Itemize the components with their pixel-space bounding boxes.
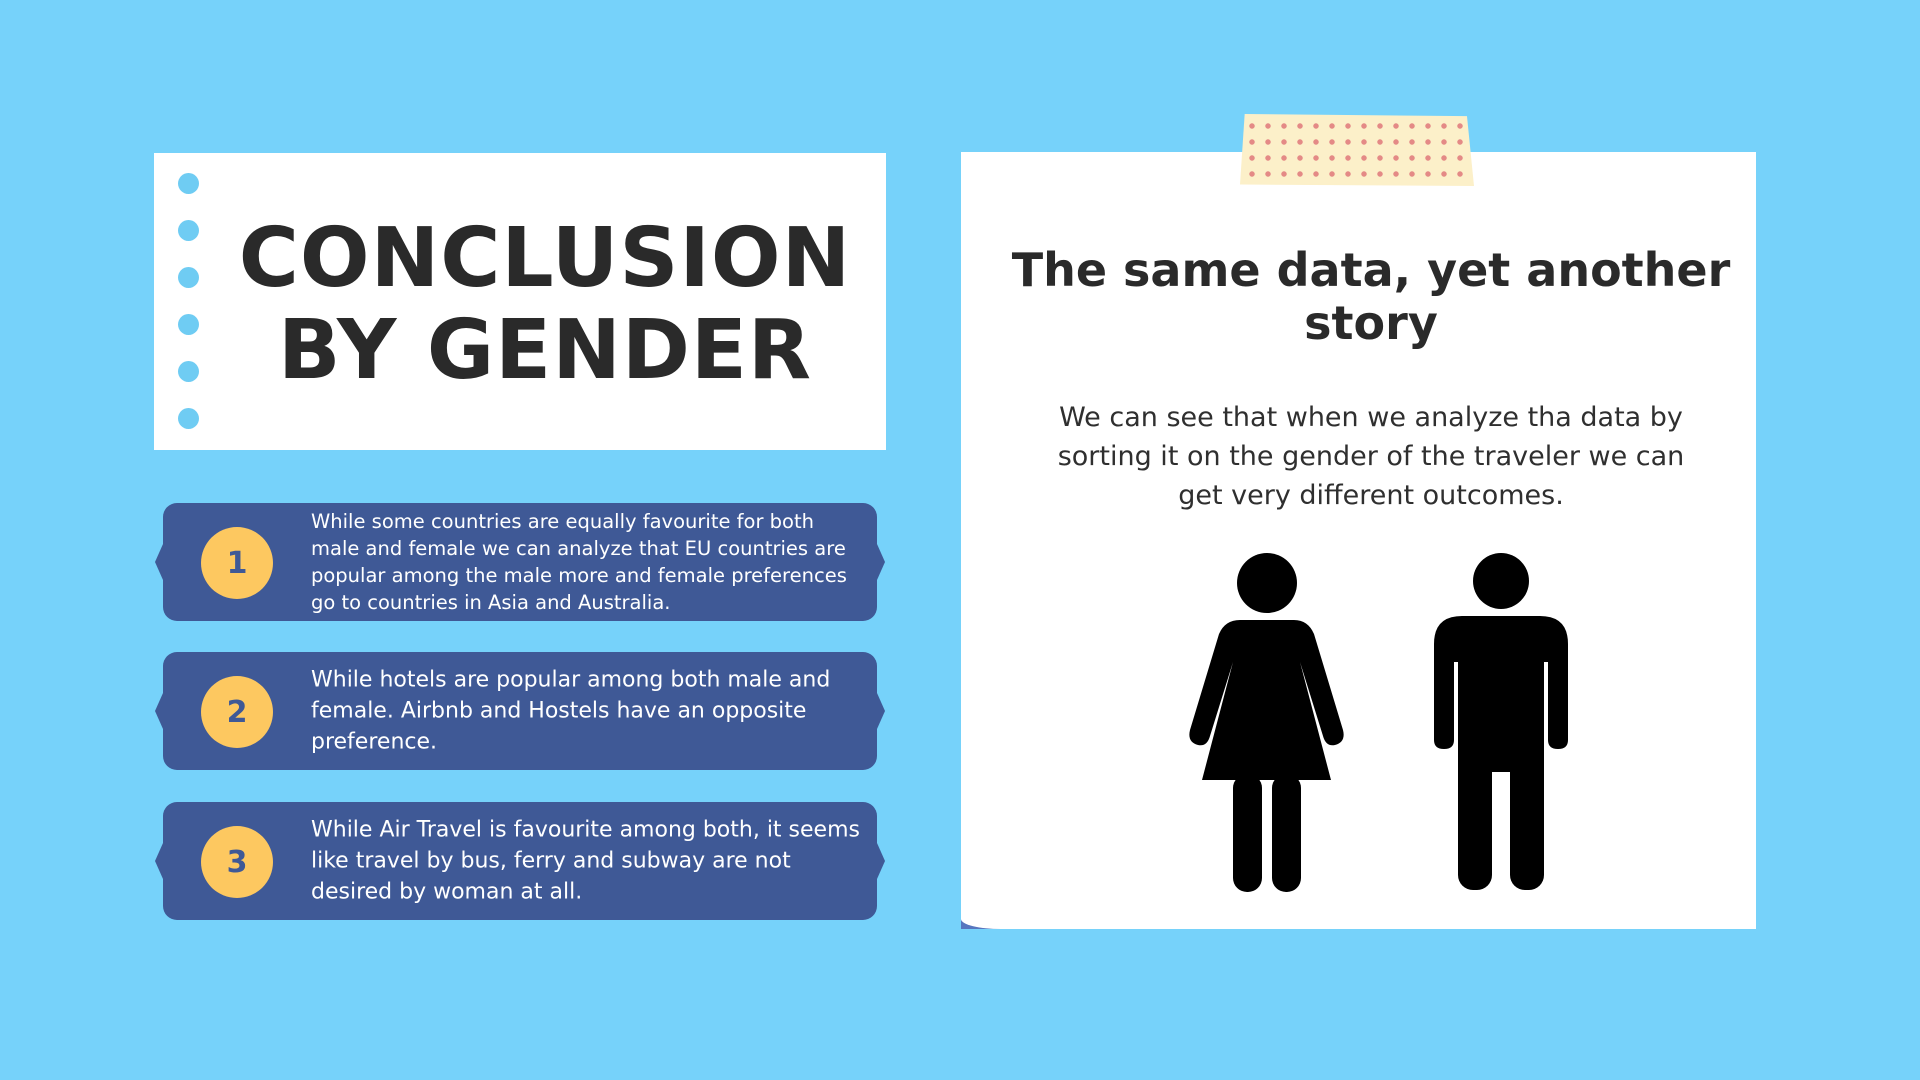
binder-dots <box>178 173 202 455</box>
binder-dot <box>178 314 199 335</box>
page-title: CONCLUSION BY GENDER <box>214 213 876 397</box>
female-figure-icon <box>1189 553 1344 892</box>
conclusion-point-2: 2 While hotels are popular among both ma… <box>163 652 877 770</box>
binder-dot <box>178 408 199 429</box>
number-badge: 2 <box>201 676 273 748</box>
point-text: While hotels are popular among both male… <box>311 667 831 755</box>
point-text: While some countries are equally favouri… <box>311 510 847 614</box>
binder-dot <box>178 173 199 194</box>
binder-dot <box>178 267 199 288</box>
binder-dot <box>178 361 199 382</box>
conclusion-point-3: 3 While Air Travel is favourite among bo… <box>163 802 877 920</box>
title-line-1: CONCLUSION <box>238 211 852 306</box>
binder-dot <box>178 220 199 241</box>
male-figure-icon <box>1434 553 1568 890</box>
number-badge: 3 <box>201 826 273 898</box>
number-badge: 1 <box>201 527 273 599</box>
note-card <box>961 152 1756 929</box>
point-text: While Air Travel is favourite among both… <box>311 817 860 905</box>
note-body: We can see that when we analyze tha data… <box>1057 402 1685 511</box>
tape-strip <box>1240 114 1474 186</box>
title-line-2: BY GENDER <box>277 303 813 398</box>
conclusion-point-1: 1 While some countries are equally favou… <box>163 503 877 621</box>
title-card: CONCLUSION BY GENDER <box>154 153 886 450</box>
note-heading: The same data, yet another story <box>1011 243 1731 350</box>
